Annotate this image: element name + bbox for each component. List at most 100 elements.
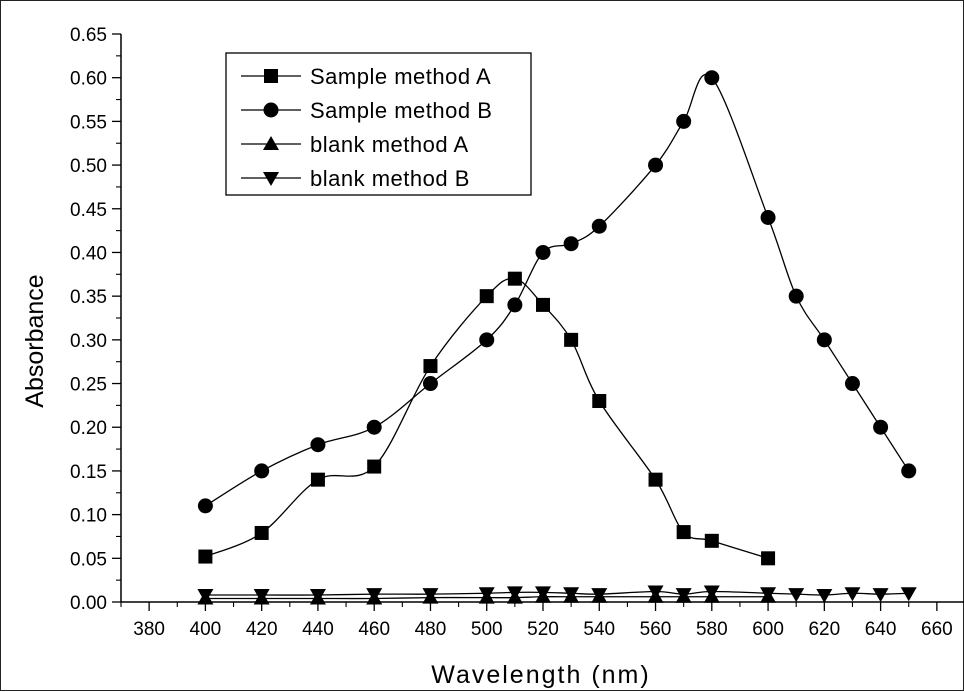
data-point-triangle-down bbox=[900, 587, 917, 602]
x-tick-label: 520 bbox=[527, 619, 559, 640]
legend: Sample method A Sample method B blank meth… bbox=[225, 52, 532, 196]
x-tick-label: 400 bbox=[190, 619, 222, 640]
data-point-triangle-down bbox=[872, 588, 889, 603]
data-point-square bbox=[564, 332, 579, 347]
legend-label: Sample method B bbox=[310, 98, 492, 123]
y-tick-label: 0.45 bbox=[70, 200, 107, 221]
y-tick-label: 0.05 bbox=[70, 549, 107, 570]
data-point-square bbox=[536, 297, 550, 312]
data-point-triangle-down bbox=[760, 587, 777, 602]
data-point-triangle-down bbox=[703, 585, 720, 600]
data-point-circle bbox=[648, 157, 664, 173]
data-point-circle bbox=[535, 244, 551, 260]
data-point-circle bbox=[422, 376, 438, 392]
x-tick-label: 620 bbox=[808, 619, 840, 640]
data-point-square bbox=[761, 551, 776, 566]
series-square bbox=[198, 271, 776, 566]
y-tick-label: 0.35 bbox=[70, 287, 107, 308]
data-point-triangle-down bbox=[422, 588, 439, 603]
y-tick-label: 0.30 bbox=[70, 331, 107, 352]
y-tick-label: 0.50 bbox=[70, 156, 107, 177]
data-point-triangle-down bbox=[506, 586, 523, 601]
data-point-circle bbox=[760, 210, 776, 226]
x-tick-label: 380 bbox=[133, 619, 165, 640]
data-point-square bbox=[423, 359, 438, 374]
data-point-circle bbox=[704, 70, 720, 86]
legend-label: blank method B bbox=[310, 166, 470, 191]
data-point-triangle-down bbox=[816, 589, 833, 604]
data-point-square bbox=[507, 271, 522, 286]
y-tick-label: 0.10 bbox=[70, 506, 107, 527]
series-triangle-down bbox=[197, 585, 917, 604]
series-line bbox=[205, 277, 769, 559]
data-point-triangle-down bbox=[788, 588, 805, 603]
x-tick-label: 460 bbox=[358, 619, 390, 640]
x-tick-label: 660 bbox=[921, 619, 953, 640]
data-point-circle bbox=[788, 288, 804, 304]
x-tick-label: 420 bbox=[246, 619, 278, 640]
data-point-circle bbox=[254, 463, 270, 479]
legend-marker-triangle-down bbox=[263, 172, 279, 186]
data-point-triangle-down bbox=[478, 587, 495, 602]
x-tick-label: 440 bbox=[302, 619, 334, 640]
data-point-circle bbox=[197, 498, 213, 514]
y-tick-label: 0.25 bbox=[70, 375, 107, 396]
data-point-square bbox=[648, 472, 663, 487]
data-point-triangle-down bbox=[197, 589, 214, 604]
data-point-circle bbox=[479, 332, 495, 348]
data-point-square bbox=[592, 394, 607, 409]
data-point-circle bbox=[676, 113, 692, 129]
data-point-triangle-down bbox=[309, 589, 326, 604]
x-tick-label: 540 bbox=[583, 619, 615, 640]
data-point-square bbox=[676, 525, 691, 540]
data-point-triangle-down bbox=[647, 585, 664, 600]
ticks: 380 400 420 440 460 480 500 520 540 560 580 600 620 6… bbox=[70, 25, 953, 640]
series-group bbox=[197, 70, 917, 605]
x-tick-label: 640 bbox=[865, 619, 897, 640]
data-point-circle bbox=[310, 437, 326, 453]
data-point-triangle-down bbox=[844, 587, 861, 602]
x-tick-label: 580 bbox=[696, 619, 728, 640]
y-tick-label: 0.65 bbox=[70, 25, 107, 46]
data-point-circle bbox=[366, 419, 382, 435]
series-circle bbox=[197, 70, 917, 514]
data-point-triangle-down bbox=[675, 588, 692, 603]
data-point-circle bbox=[844, 376, 860, 392]
data-point-square bbox=[310, 472, 325, 487]
y-tick-label: 0.15 bbox=[70, 462, 107, 483]
data-point-circle bbox=[563, 236, 579, 252]
legend-marker-square bbox=[264, 69, 278, 83]
data-point-square bbox=[254, 525, 269, 540]
y-tick-label: 0.00 bbox=[70, 593, 107, 614]
legend-marker-triangle-up bbox=[263, 136, 279, 150]
y-axis-title: Absorbance bbox=[21, 274, 49, 407]
legend-marker-circle bbox=[263, 102, 279, 118]
x-tick-label: 560 bbox=[640, 619, 672, 640]
y-tick-label: 0.40 bbox=[70, 243, 107, 264]
data-point-triangle-down bbox=[563, 587, 580, 602]
x-axis-title: Wavelength (nm) bbox=[431, 661, 650, 689]
data-point-square bbox=[198, 549, 213, 564]
data-point-circle bbox=[901, 463, 917, 479]
x-tick-label: 480 bbox=[415, 619, 447, 640]
legend-label: blank method A bbox=[310, 132, 469, 157]
data-point-circle bbox=[873, 419, 889, 435]
x-tick-label: 500 bbox=[471, 619, 503, 640]
y-tick-label: 0.60 bbox=[70, 69, 107, 90]
data-point-circle bbox=[816, 332, 832, 348]
data-point-triangle-down bbox=[253, 589, 270, 604]
data-point-circle bbox=[507, 297, 523, 313]
data-point-triangle-down bbox=[535, 586, 551, 601]
data-point-square bbox=[479, 289, 494, 304]
data-point-circle bbox=[591, 218, 607, 234]
legend-label: Sample method A bbox=[310, 64, 491, 89]
data-point-triangle-down bbox=[591, 588, 608, 603]
y-tick-label: 0.55 bbox=[70, 112, 107, 133]
data-point-square bbox=[367, 459, 382, 474]
series-line bbox=[205, 590, 909, 596]
y-tick-label: 0.20 bbox=[70, 418, 107, 439]
data-point-triangle-down bbox=[366, 588, 383, 603]
x-tick-label: 600 bbox=[752, 619, 784, 640]
